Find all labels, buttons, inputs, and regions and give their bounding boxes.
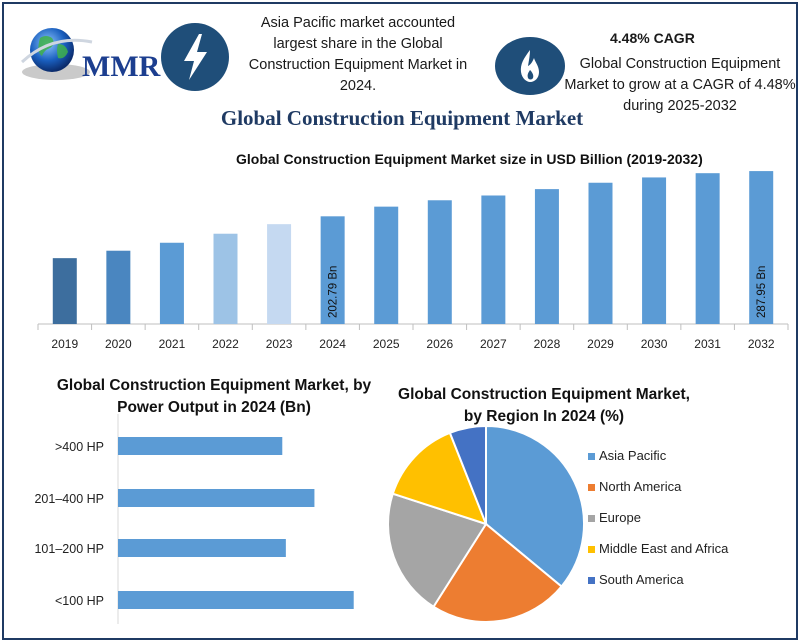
legend-label: North America xyxy=(599,479,682,494)
bar xyxy=(159,242,184,324)
bar xyxy=(588,182,613,324)
data-label: 287.95 Bn xyxy=(756,266,768,318)
bar xyxy=(481,195,506,324)
right-info-text: Global Construction Equipment Market to … xyxy=(564,56,796,114)
bar xyxy=(374,206,399,324)
y-tick-label: <100 HP xyxy=(55,594,104,608)
left-info-text: Asia Pacific market accounted largest sh… xyxy=(248,15,468,94)
bar xyxy=(749,171,774,324)
market-size-bar-chart: 2019 2020 2021 2022 2023 2024 202.79 Bn 2025 202… xyxy=(37,171,789,351)
data-label: 202.79 Bn xyxy=(328,266,340,318)
legend-label: South America xyxy=(599,572,684,587)
bar xyxy=(427,200,452,324)
x-tick-label: 2029 xyxy=(587,337,614,351)
logo xyxy=(16,22,156,92)
pie-slice xyxy=(387,492,488,609)
hbar xyxy=(118,489,315,507)
region-pie-chart: Asia Pacific North America Europe Middle Ea… xyxy=(387,424,729,623)
bar xyxy=(52,258,77,324)
y-tick-label: 201–400 HP xyxy=(34,492,104,506)
x-tick-label: 2019 xyxy=(51,337,78,351)
y-tick-label: >400 HP xyxy=(55,440,104,454)
bar xyxy=(695,173,720,324)
x-tick-label: 2021 xyxy=(159,337,186,351)
bar xyxy=(106,250,131,324)
bar-chart-title: Global Construction Equipment Market siz… xyxy=(236,151,703,167)
hbar xyxy=(118,539,286,557)
hbar xyxy=(118,591,354,609)
legend-swatch xyxy=(588,484,595,491)
power-output-bar-chart: >400 HP 201–400 HP 101–200 HP <100 HP xyxy=(34,414,354,624)
region-title: Global Construction Equipment Market, by… xyxy=(398,386,690,425)
x-tick-label: 2020 xyxy=(105,337,132,351)
flame-icon xyxy=(494,36,566,101)
bar xyxy=(213,233,238,324)
x-tick-label: 2023 xyxy=(266,337,293,351)
legend-swatch xyxy=(588,453,595,460)
main-title: Global Construction Equipment Market xyxy=(220,106,584,130)
legend-label: Europe xyxy=(599,510,641,525)
x-tick-label: 2031 xyxy=(694,337,721,351)
legend-label: Middle East and Africa xyxy=(599,541,729,556)
legend-label: Asia Pacific xyxy=(599,448,667,463)
pie-slice xyxy=(448,424,487,525)
x-tick-label: 2025 xyxy=(373,337,400,351)
pie-slice xyxy=(391,431,488,526)
bar xyxy=(267,224,292,324)
x-tick-label: 2027 xyxy=(480,337,507,351)
logo-label: MMR xyxy=(82,50,161,83)
bar xyxy=(320,216,345,324)
hbar xyxy=(118,437,283,455)
legend-swatch xyxy=(588,515,595,522)
pie-slice xyxy=(485,424,585,588)
bar xyxy=(642,177,667,324)
pie-slice xyxy=(432,522,563,623)
x-tick-label: 2024 xyxy=(319,337,346,351)
x-tick-label: 2026 xyxy=(426,337,453,351)
legend-swatch xyxy=(588,577,595,584)
x-tick-label: 2032 xyxy=(748,337,775,351)
x-tick-label: 2028 xyxy=(534,337,561,351)
x-tick-label: 2022 xyxy=(212,337,239,351)
legend-swatch xyxy=(588,546,595,553)
globe-icon xyxy=(20,28,93,80)
lightning-icon xyxy=(160,22,230,97)
x-tick-label: 2030 xyxy=(641,337,668,351)
y-tick-label: 101–200 HP xyxy=(34,542,104,556)
bar xyxy=(534,189,559,324)
cagr-label: 4.48% CAGR xyxy=(610,30,695,46)
power-output-title: Global Construction Equipment Market, by… xyxy=(56,377,372,416)
